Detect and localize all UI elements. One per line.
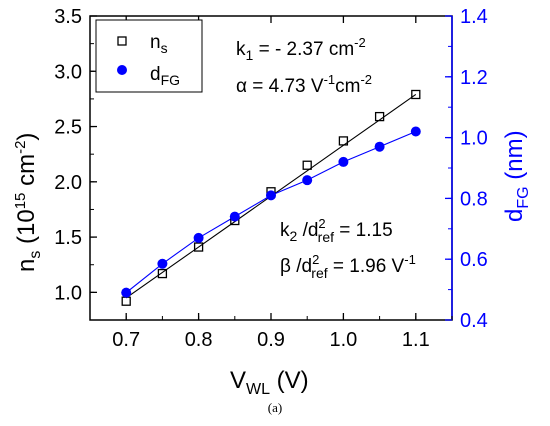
ns-point [121,296,131,306]
ticks-layer: 0.7 0.8 0.9 1.0 1.1 1.0 1.5 2.0 2.5 3.0 3.5 0.4 0.6 0… [54,6,488,351]
y-left-tick-label: 2.0 [54,172,82,194]
y-right-tick-label: 0.8 [460,188,488,210]
y-axis-label-right: dFG (nm) [501,130,532,222]
dfg-point [338,156,349,167]
dfg-point [302,175,313,186]
x-tick-label: 1.0 [329,329,357,351]
legend-marker-ns [117,36,127,46]
annotation-alpha: α = 4.73 V-1cm-2 [236,72,372,97]
y-axis-label-left: ns (1015 cm-2) [12,133,44,272]
ns-point [302,160,312,170]
dfg-point [374,141,385,152]
annotation-k2: k2 /d2 ref = 1.15 [280,216,393,245]
y-right-tick-label: 0.6 [460,249,488,271]
legend-label-ns: ns [150,32,168,56]
y-left-tick-label: 1.0 [54,282,82,304]
x-tick-label: 0.9 [257,329,285,351]
dfg-point [229,211,240,222]
y-left-tick-label: 3.0 [54,61,82,83]
ns-point [193,242,204,252]
marks-layer [121,89,421,306]
ns-point [157,268,168,279]
x-tick-label: 1.1 [402,329,430,351]
annotation-beta: β /d2 ref = 1.96 V-1 [280,252,416,281]
y-left-tick-label: 3.5 [54,6,82,28]
dfg-point [193,232,204,243]
y-left-tick-label: 2.5 [54,117,82,139]
ns-point [338,136,349,146]
figure-caption: (a) [267,400,283,415]
y-right-tick-label: 1.4 [460,6,488,28]
ns-point [411,89,421,100]
y-right-tick-label: 1.2 [460,67,488,89]
y-right-tick-label: 1.0 [460,128,488,150]
y-left-tick-label: 1.5 [54,227,82,249]
dfg-point [121,287,132,298]
x-tick-label: 0.8 [185,329,213,351]
y-right-tick-label: 0.4 [460,310,488,332]
legend-label-dfg: dFG [150,64,180,88]
dfg-point [266,190,276,201]
x-axis-label: VWL (V) [230,367,309,398]
dfg-point [157,258,168,269]
x-tick-label: 0.7 [112,329,140,351]
annotation-k1: k1 = - 2.37 cm-2 [236,35,366,63]
legend-box [95,19,203,93]
legend: ns dFG [95,19,203,93]
dfg-point [410,126,421,137]
ns-point [374,111,385,122]
legend-marker-dfg [117,65,127,75]
